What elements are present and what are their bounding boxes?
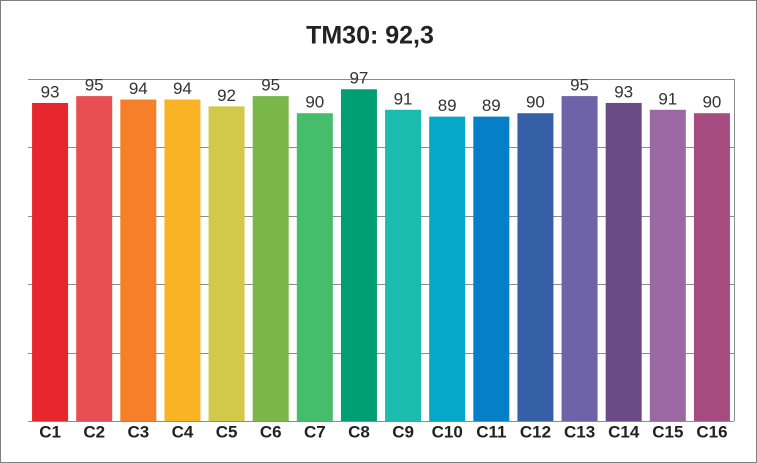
- x-tick-label: C4: [172, 422, 194, 441]
- bar: [296, 113, 333, 421]
- data-label: 92: [217, 86, 236, 105]
- bar: [605, 102, 642, 421]
- x-tick-label: C6: [260, 422, 282, 441]
- data-label: 95: [261, 76, 280, 95]
- bar: [517, 113, 554, 421]
- bar: [164, 99, 201, 422]
- bar: [340, 89, 377, 421]
- x-tick-label: C12: [520, 422, 551, 441]
- data-label: 95: [570, 76, 589, 95]
- bar: [120, 99, 157, 422]
- data-label: 93: [41, 82, 60, 101]
- x-tick-label: C14: [608, 422, 640, 441]
- x-tick-label: C11: [476, 422, 506, 441]
- data-label: 94: [173, 79, 192, 98]
- data-label: 93: [614, 82, 633, 101]
- x-tick-label: C5: [216, 422, 238, 441]
- x-tick-label: C10: [432, 422, 463, 441]
- x-tick-label: C7: [304, 422, 326, 441]
- chart-title: TM30: 92,3: [306, 22, 434, 50]
- data-label: 90: [702, 93, 721, 112]
- data-label: 91: [658, 89, 677, 108]
- x-tick-label: C15: [652, 422, 683, 441]
- bar: [693, 113, 730, 421]
- bar: [32, 102, 69, 421]
- x-tick-label: C9: [392, 422, 414, 441]
- bar: [649, 109, 686, 421]
- data-label: 94: [129, 79, 148, 98]
- x-tick-label: C1: [39, 422, 61, 441]
- x-tick-label: C8: [348, 422, 370, 441]
- data-label: 89: [438, 96, 457, 115]
- data-label: 89: [482, 96, 501, 115]
- data-label: 90: [305, 93, 324, 112]
- data-label: 90: [526, 93, 545, 112]
- data-label: 95: [85, 76, 104, 95]
- data-label: 97: [349, 69, 368, 88]
- data-label: 91: [394, 89, 413, 108]
- bar: [385, 109, 422, 421]
- bar: [473, 116, 510, 422]
- bar: [561, 96, 598, 421]
- bar: [252, 96, 289, 421]
- x-tick-label: C2: [83, 422, 105, 441]
- x-tick-label: C3: [127, 422, 149, 441]
- bar: [76, 96, 113, 421]
- bar: [429, 116, 466, 422]
- bar: [208, 106, 245, 422]
- x-tick-label: C13: [564, 422, 595, 441]
- x-tick-label: C16: [696, 422, 727, 441]
